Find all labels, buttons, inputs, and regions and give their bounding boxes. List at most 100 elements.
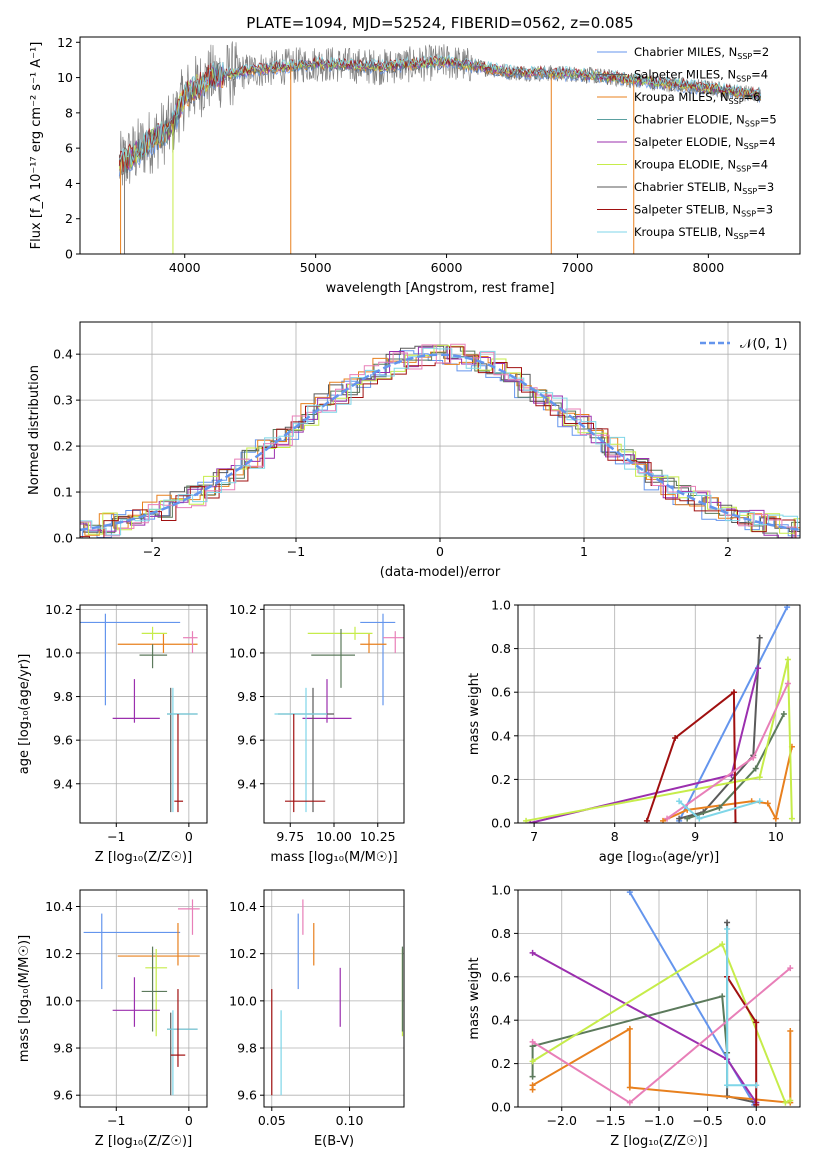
x-tick-label: 0 bbox=[185, 829, 193, 844]
y-tick-label: 0.8 bbox=[491, 926, 511, 941]
weight-series-marker bbox=[696, 815, 703, 822]
x-tick-label: 5000 bbox=[300, 260, 332, 275]
y-axis-label: mass weight bbox=[467, 957, 482, 1039]
weight-series-marker bbox=[756, 774, 763, 781]
x-axis-label: Z [log₁₀(Z/Z☉)] bbox=[610, 1134, 707, 1149]
axes-frame bbox=[79, 604, 208, 824]
y-tick-label: 9.8 bbox=[237, 1041, 257, 1056]
spectrum-model-line bbox=[118, 54, 762, 165]
weight-series-marker bbox=[772, 815, 779, 822]
y-tick-label: 9.6 bbox=[53, 1088, 73, 1103]
errorbar-point bbox=[167, 687, 198, 813]
y-tick-label: 9.8 bbox=[53, 1041, 73, 1056]
weight-series-marker bbox=[716, 804, 723, 811]
y-tick-label: 10.4 bbox=[45, 899, 73, 914]
legend-entry-label: Salpeter STELIB, NSSP=3 bbox=[634, 203, 773, 219]
errorbar-point bbox=[302, 679, 352, 723]
y-tick-label: 9.8 bbox=[53, 689, 73, 704]
y-tick-label: 9.4 bbox=[53, 776, 73, 791]
plot-area bbox=[80, 613, 198, 813]
histogram-step bbox=[80, 351, 800, 536]
y-tick-label: 0.6 bbox=[491, 969, 511, 984]
plot-area bbox=[118, 41, 762, 254]
errorbar-point bbox=[274, 687, 327, 813]
panel-age_vs_mass: 9.75 10.00 10.25 9.4 9.6 9.8 10.0 10.2 mass [log… bbox=[229, 602, 405, 865]
panel-spectrum: Chabrier MILES, NSSP=2 Salpeter MILES, NS… bbox=[29, 35, 801, 296]
weight-series-marker bbox=[626, 1099, 633, 1106]
x-tick-label: 10.25 bbox=[360, 829, 396, 844]
plot-area bbox=[523, 605, 795, 823]
weight-series-marker bbox=[730, 689, 737, 696]
x-axis-label: Z [log₁₀(Z/Z☉)] bbox=[95, 850, 192, 865]
weight-series-marker bbox=[724, 919, 731, 926]
errorbar-point bbox=[360, 613, 396, 706]
plot-area bbox=[80, 343, 800, 538]
y-axis-label: mass weight bbox=[467, 673, 482, 755]
x-tick-label: 8000 bbox=[692, 260, 724, 275]
y-tick-label: 2 bbox=[65, 211, 73, 226]
weight-series-marker bbox=[529, 1082, 536, 1089]
y-tick-label: 12 bbox=[57, 35, 73, 50]
y-tick-label: 0.2 bbox=[491, 772, 511, 787]
x-axis-label: E(B-V) bbox=[314, 1134, 354, 1149]
x-tick-label: 2 bbox=[724, 544, 732, 559]
weight-series-marker bbox=[756, 798, 763, 805]
weight-series-line bbox=[645, 690, 737, 823]
axes-frame bbox=[79, 36, 801, 255]
y-tick-label: 9.4 bbox=[237, 776, 257, 791]
legend-entry-label: Salpeter ELODIE, NSSP=4 bbox=[634, 135, 776, 151]
errorbar-point bbox=[383, 631, 404, 653]
errorbar-point bbox=[112, 679, 160, 723]
x-tick-label: −1 bbox=[107, 1113, 125, 1128]
y-tick-label: 0.0 bbox=[53, 531, 73, 546]
x-tick-label: 7 bbox=[530, 829, 538, 844]
weight-series-marker bbox=[732, 820, 739, 823]
x-tick-label: −1 bbox=[107, 829, 125, 844]
panel-mass_vs_EBV: 0.05 0.10 9.6 9.8 10.0 10.2 10.4 E(B-V) bbox=[229, 889, 405, 1149]
weight-series-marker bbox=[676, 798, 683, 805]
x-axis-label: (data-model)/error bbox=[380, 565, 501, 580]
y-tick-label: 1.0 bbox=[491, 883, 511, 898]
x-tick-label: 0.10 bbox=[336, 1113, 364, 1128]
weight-series-marker bbox=[719, 993, 726, 1000]
y-tick-label: 4 bbox=[65, 176, 73, 191]
x-axis-label: wavelength [Angstrom, rest frame] bbox=[326, 281, 555, 296]
figure-title: PLATE=1094, MJD=52524, FIBERID=0562, z=0… bbox=[246, 14, 633, 32]
x-tick-label: 0 bbox=[185, 1113, 193, 1128]
spectrum-legend: Chabrier MILES, NSSP=2 Salpeter MILES, NS… bbox=[597, 45, 777, 241]
y-tick-label: 10.0 bbox=[45, 645, 73, 660]
y-tick-label: 0.0 bbox=[491, 816, 511, 831]
y-tick-label: 0.0 bbox=[491, 1100, 511, 1115]
y-tick-label: 0 bbox=[65, 247, 73, 262]
y-tick-label: 10.4 bbox=[229, 899, 257, 914]
axes-frame bbox=[79, 889, 208, 1108]
y-tick-label: 10.2 bbox=[229, 946, 257, 961]
x-tick-label: −2 bbox=[143, 544, 161, 559]
errorbar-point bbox=[141, 946, 168, 1032]
x-tick-label: 0.0 bbox=[746, 1113, 766, 1128]
errorbar-point bbox=[139, 644, 168, 669]
weight-series-line bbox=[726, 929, 757, 1087]
weight-series-marker bbox=[784, 656, 791, 663]
weight-series-marker bbox=[753, 1019, 760, 1026]
y-tick-label: 9.6 bbox=[53, 733, 73, 748]
x-tick-label: 10.00 bbox=[316, 829, 352, 844]
histogram-step bbox=[80, 350, 800, 538]
x-tick-label: 9 bbox=[691, 829, 699, 844]
legend-entry-label: Chabrier STELIB, NSSP=3 bbox=[634, 180, 774, 196]
x-tick-label: −1.0 bbox=[644, 1113, 674, 1128]
y-tick-label: 10.0 bbox=[45, 993, 73, 1008]
y-tick-label: 9.6 bbox=[237, 733, 257, 748]
errorbar-point bbox=[112, 977, 160, 1027]
histogram-step bbox=[80, 347, 800, 536]
errorbar-point bbox=[141, 626, 168, 640]
weight-series-marker bbox=[750, 754, 757, 761]
weight-series-marker bbox=[672, 734, 679, 741]
plot-area bbox=[271, 899, 404, 1096]
weight-series-marker bbox=[755, 665, 762, 672]
weight-series-marker bbox=[753, 1082, 760, 1089]
x-tick-label: −1.5 bbox=[595, 1113, 625, 1128]
weight-series-marker bbox=[724, 1082, 731, 1089]
errorbar-point bbox=[307, 626, 373, 640]
